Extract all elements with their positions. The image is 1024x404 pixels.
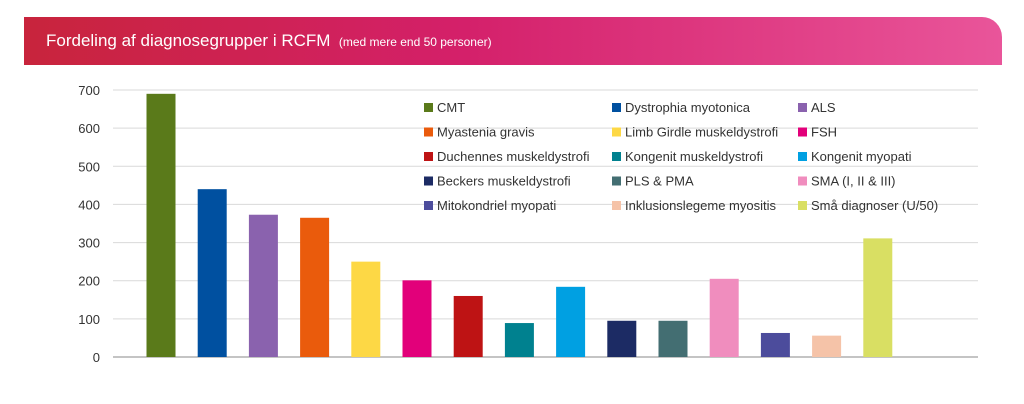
y-tick-label: 700 <box>78 83 100 98</box>
legend-swatch <box>798 201 807 210</box>
legend-label: Små diagnoser (U/50) <box>811 198 938 213</box>
legend-swatch <box>612 127 621 137</box>
legend-swatch <box>798 127 807 137</box>
bar <box>504 323 534 357</box>
bar <box>248 214 278 357</box>
legend-swatch <box>424 176 433 186</box>
legend-label: Inklusionslegeme myositis <box>625 198 777 213</box>
legend-label: CMT <box>437 100 465 115</box>
legend-label: Kongenit myopati <box>811 149 912 164</box>
legend-label: FSH <box>811 125 837 140</box>
legend-label: Beckers muskeldystrofi <box>437 174 571 189</box>
bar <box>453 295 483 357</box>
legend-swatch <box>424 103 433 112</box>
bar <box>709 278 739 357</box>
legend-label: SMA (I, II & III) <box>811 174 896 189</box>
legend-swatch <box>798 152 807 161</box>
y-tick-label: 100 <box>78 312 100 327</box>
legend-swatch <box>612 201 621 210</box>
bar <box>300 217 330 357</box>
bar <box>402 280 432 357</box>
bar <box>760 332 790 357</box>
chart-title: Fordeling af diagnosegrupper i RCFM (med… <box>46 31 492 51</box>
legend-label: ALS <box>811 100 836 115</box>
legend-swatch <box>612 176 621 186</box>
legend-label: Limb Girdle muskeldystrofi <box>625 125 778 140</box>
bar <box>197 189 227 357</box>
y-tick-label: 500 <box>78 159 100 174</box>
bar <box>658 320 688 357</box>
chart-title-subtitle: (med mere end 50 personer) <box>338 35 492 49</box>
legend-swatch <box>798 103 807 112</box>
y-tick-label: 200 <box>78 274 100 289</box>
legend-swatch <box>798 176 807 186</box>
bar <box>812 335 842 357</box>
bar <box>146 93 176 358</box>
y-tick-label: 400 <box>78 197 100 212</box>
legend-label: Myastenia gravis <box>437 125 535 140</box>
legend-swatch <box>612 103 621 112</box>
legend-label: Dystrophia myotonica <box>625 100 751 115</box>
legend-swatch <box>424 152 433 161</box>
bar <box>863 238 893 357</box>
y-tick-label: 300 <box>78 236 100 251</box>
bar <box>351 261 381 357</box>
legend-label: PLS & PMA <box>625 174 694 189</box>
chart-title-main: Fordeling af diagnosegrupper i RCFM <box>46 31 331 50</box>
y-tick-label: 600 <box>78 121 100 136</box>
legend-swatch <box>424 127 433 137</box>
title-banner: Fordeling af diagnosegrupper i RCFM (med… <box>24 17 1002 65</box>
legend-swatch <box>424 201 433 210</box>
legend-swatch <box>612 152 621 161</box>
y-tick-label: 0 <box>93 350 100 365</box>
legend-label: Kongenit muskeldystrofi <box>625 149 763 164</box>
bar <box>556 286 586 357</box>
legend-label: Duchennes muskeldystrofi <box>437 149 590 164</box>
bar <box>607 320 637 357</box>
legend-label: Mitokondriel myopati <box>437 198 556 213</box>
